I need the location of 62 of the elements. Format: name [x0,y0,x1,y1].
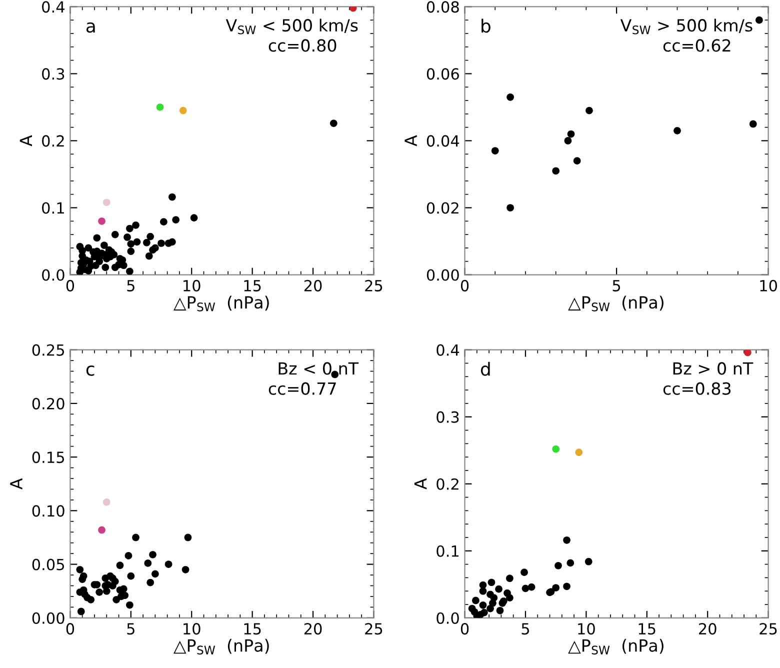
y-tick-label: 0.3 [436,411,459,423]
y-tick-label: 0.1 [42,202,64,214]
annotation: Bz > 0 nT [673,362,754,375]
y-tick-label: 0.15 [32,452,64,464]
y-axis-title: A [20,135,32,146]
y-tick-label: 0.06 [426,68,459,80]
y-tick-label: 0.0 [42,269,64,281]
x-tick-label: 0 [460,280,469,292]
y-tick-label: 0.3 [42,68,64,80]
x-tick-label: 15 [244,623,261,635]
y-axis-title: A [414,478,427,490]
x-tick-label: 10 [578,623,595,635]
y-tick-label: 0.4 [436,344,460,356]
x-tick-label: 0 [66,623,74,635]
y-tick-label: 0.1 [436,545,459,557]
annotation: a [86,22,95,33]
y-tick-label: 0.00 [426,269,459,281]
x-tick-label: 5 [127,280,134,292]
x-tick-label: 20 [304,623,322,635]
y-axis-title: A [10,478,22,490]
y-tick-label: 0.08 [426,1,459,13]
annotation: c [86,365,94,376]
x-tick-label: 15 [244,280,261,292]
annotation: cc=0.62 [663,39,730,52]
annotation: cc=0.83 [663,382,731,395]
y-axis-title: A [404,135,417,146]
x-tick-label: 20 [304,280,322,292]
x-tick-label: 5 [522,623,530,635]
y-tick-label: 0.25 [32,344,64,356]
x-tick-label: 25 [760,623,777,635]
x-axis-title: △P$_{SW}$ (nPa) [568,296,664,312]
y-tick-label: 0.4 [42,1,64,13]
y-tick-label: 0.10 [32,505,64,517]
x-tick-label: 5 [127,623,134,635]
x-tick-label: 15 [638,623,656,635]
x-axis-title: △P$_{SW}$ (nPa) [568,638,664,654]
annotation: V$_{SW}$ < 500 km/s [226,18,358,34]
x-tick-label: 5 [612,280,620,292]
annotation: cc=0.77 [268,382,336,395]
annotation: Bz < 0 nT [278,362,359,375]
y-tick-label: 0.0 [436,612,459,624]
y-tick-label: 0.20 [32,398,64,410]
annotation: V$_{SW}$ > 500 km/s [620,18,752,34]
x-tick-label: 25 [365,623,382,635]
y-tick-label: 0.00 [32,612,64,624]
annotation: d [480,362,490,376]
x-axis-title: △P$_{SW}$ (nPa) [174,638,269,654]
annotation: cc=0.80 [268,39,336,52]
x-tick-label: 25 [365,280,382,292]
x-tick-label: 20 [698,623,716,635]
x-tick-label: 0 [460,623,469,635]
y-tick-label: 0.2 [42,135,64,147]
y-tick-label: 0.02 [426,202,458,214]
x-tick-label: 10 [184,280,200,292]
y-tick-label: 0.05 [32,558,64,570]
x-tick-label: 10 [760,280,778,292]
annotation: b [482,18,490,33]
y-tick-label: 0.2 [436,478,458,490]
x-axis-title: △P$_{SW}$ (nPa) [174,296,269,312]
x-tick-label: 0 [66,280,74,292]
x-tick-label: 10 [184,623,200,635]
y-tick-label: 0.04 [426,135,460,147]
